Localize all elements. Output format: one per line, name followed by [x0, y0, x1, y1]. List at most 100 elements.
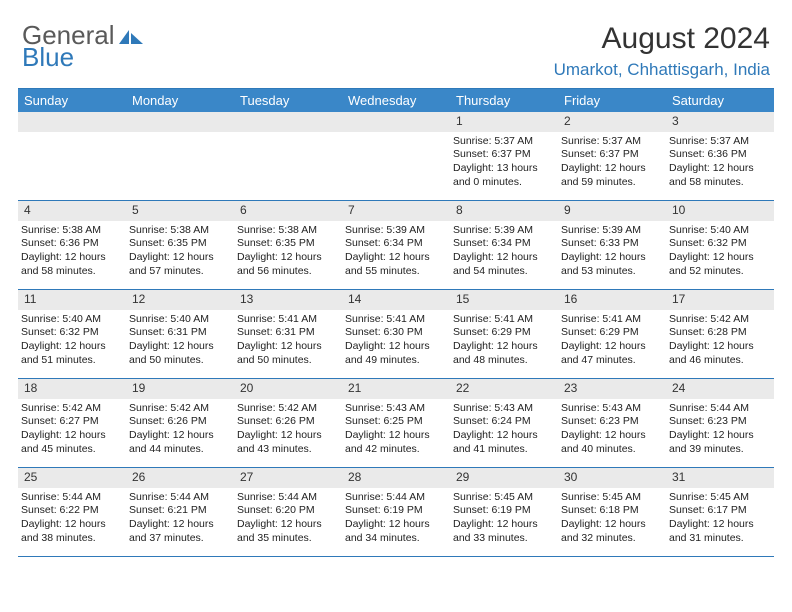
day-details: Sunrise: 5:42 AMSunset: 6:27 PMDaylight:…	[21, 402, 123, 457]
day-number: 1	[450, 112, 558, 132]
sunrise-line: Sunrise: 5:38 AM	[237, 224, 339, 238]
day-details: Sunrise: 5:41 AMSunset: 6:29 PMDaylight:…	[453, 313, 555, 368]
day-number: 31	[666, 468, 774, 488]
day-details: Sunrise: 5:45 AMSunset: 6:17 PMDaylight:…	[669, 491, 771, 546]
sunset-line: Sunset: 6:35 PM	[129, 237, 231, 251]
week-row: 25Sunrise: 5:44 AMSunset: 6:22 PMDayligh…	[18, 468, 774, 557]
day-number: 15	[450, 290, 558, 310]
sunset-line: Sunset: 6:34 PM	[345, 237, 447, 251]
daylight-line: Daylight: 12 hours and 51 minutes.	[21, 340, 123, 367]
week-row: 4 Sunrise: 5:38 AMSunset: 6:36 PMDaylight…	[18, 201, 774, 290]
sunrise-line: Sunrise: 5:39 AM	[345, 224, 447, 238]
sunset-line: Sunset: 6:21 PM	[129, 504, 231, 518]
day-cell: 11 Sunrise: 5:40 AMSunset: 6:32 PMDayligh…	[18, 290, 126, 378]
day-details: Sunrise: 5:38 AMSunset: 6:36 PMDaylight:…	[21, 224, 123, 279]
daylight-line: Daylight: 12 hours and 52 minutes.	[669, 251, 771, 278]
day-details: Sunrise: 5:40 AMSunset: 6:32 PMDaylight:…	[21, 313, 123, 368]
sunset-line: Sunset: 6:22 PM	[21, 504, 123, 518]
week-row: 1Sunrise: 5:37 AMSunset: 6:37 PMDaylight…	[18, 112, 774, 201]
day-number: 6	[234, 201, 342, 221]
sunrise-line: Sunrise: 5:41 AM	[561, 313, 663, 327]
sunrise-line: Sunrise: 5:41 AM	[453, 313, 555, 327]
day-number: 11	[18, 290, 126, 310]
sunrise-line: Sunrise: 5:41 AM	[237, 313, 339, 327]
daylight-line: Daylight: 12 hours and 48 minutes.	[453, 340, 555, 367]
day-details: Sunrise: 5:40 AMSunset: 6:31 PMDaylight:…	[129, 313, 231, 368]
sunrise-line: Sunrise: 5:40 AM	[669, 224, 771, 238]
day-cell: 27Sunrise: 5:44 AMSunset: 6:20 PMDayligh…	[234, 468, 342, 556]
sunset-line: Sunset: 6:28 PM	[669, 326, 771, 340]
daylight-line: Daylight: 12 hours and 49 minutes.	[345, 340, 447, 367]
day-details: Sunrise: 5:44 AMSunset: 6:23 PMDaylight:…	[669, 402, 771, 457]
day-details: Sunrise: 5:42 AMSunset: 6:26 PMDaylight:…	[129, 402, 231, 457]
day-cell: 31 Sunrise: 5:45 AMSunset: 6:17 PMDayligh…	[666, 468, 774, 556]
day-details: Sunrise: 5:45 AMSunset: 6:19 PMDaylight:…	[453, 491, 555, 546]
day-cell: 20Sunrise: 5:42 AMSunset: 6:26 PMDayligh…	[234, 379, 342, 467]
daylight-line: Daylight: 12 hours and 37 minutes.	[129, 518, 231, 545]
day-number: 18	[18, 379, 126, 399]
daylight-line: Daylight: 12 hours and 58 minutes.	[669, 162, 771, 189]
day-number: 13	[234, 290, 342, 310]
day-cell: 13 Sunrise: 5:41 AMSunset: 6:31 PMDayligh…	[234, 290, 342, 378]
daylight-line: Daylight: 12 hours and 33 minutes.	[453, 518, 555, 545]
sunrise-line: Sunrise: 5:44 AM	[21, 491, 123, 505]
sunset-line: Sunset: 6:36 PM	[669, 148, 771, 162]
day-number: 2	[558, 112, 666, 132]
sunset-line: Sunset: 6:35 PM	[237, 237, 339, 251]
day-cell: 12Sunrise: 5:40 AMSunset: 6:31 PMDayligh…	[126, 290, 234, 378]
sunrise-line: Sunrise: 5:45 AM	[669, 491, 771, 505]
daylight-line: Daylight: 13 hours and 0 minutes.	[453, 162, 555, 189]
sunset-line: Sunset: 6:37 PM	[561, 148, 663, 162]
empty-day-bar	[342, 112, 450, 132]
day-cell: 18 Sunrise: 5:42 AMSunset: 6:27 PMDayligh…	[18, 379, 126, 467]
empty-day-bar	[234, 112, 342, 132]
weekday-header: Tuesday	[234, 89, 342, 112]
daylight-line: Daylight: 12 hours and 35 minutes.	[237, 518, 339, 545]
weekday-header: Wednesday	[342, 89, 450, 112]
daylight-line: Daylight: 12 hours and 58 minutes.	[21, 251, 123, 278]
day-number: 19	[126, 379, 234, 399]
weekday-header-row: SundayMondayTuesdayWednesdayThursdayFrid…	[18, 89, 774, 112]
day-number: 22	[450, 379, 558, 399]
day-number: 8	[450, 201, 558, 221]
empty-day-bar	[18, 112, 126, 132]
page-header: GeneralBlue August 2024 Umarkot, Chhatti…	[0, 0, 792, 88]
day-details: Sunrise: 5:43 AMSunset: 6:25 PMDaylight:…	[345, 402, 447, 457]
daylight-line: Daylight: 12 hours and 40 minutes.	[561, 429, 663, 456]
daylight-line: Daylight: 12 hours and 50 minutes.	[237, 340, 339, 367]
sunset-line: Sunset: 6:19 PM	[453, 504, 555, 518]
sunset-line: Sunset: 6:19 PM	[345, 504, 447, 518]
sunset-line: Sunset: 6:18 PM	[561, 504, 663, 518]
day-cell: 8Sunrise: 5:39 AMSunset: 6:34 PMDaylight…	[450, 201, 558, 289]
day-details: Sunrise: 5:39 AMSunset: 6:34 PMDaylight:…	[345, 224, 447, 279]
day-cell: 24Sunrise: 5:44 AMSunset: 6:23 PMDayligh…	[666, 379, 774, 467]
day-number: 9	[558, 201, 666, 221]
week-row: 18 Sunrise: 5:42 AMSunset: 6:27 PMDayligh…	[18, 379, 774, 468]
day-number: 10	[666, 201, 774, 221]
day-cell: 29Sunrise: 5:45 AMSunset: 6:19 PMDayligh…	[450, 468, 558, 556]
sunset-line: Sunset: 6:25 PM	[345, 415, 447, 429]
daylight-line: Daylight: 12 hours and 53 minutes.	[561, 251, 663, 278]
sunset-line: Sunset: 6:26 PM	[237, 415, 339, 429]
day-cell: 14Sunrise: 5:41 AMSunset: 6:30 PMDayligh…	[342, 290, 450, 378]
daylight-line: Daylight: 12 hours and 32 minutes.	[561, 518, 663, 545]
day-details: Sunrise: 5:37 AMSunset: 6:37 PMDaylight:…	[561, 135, 663, 190]
day-cell: 5Sunrise: 5:38 AMSunset: 6:35 PMDaylight…	[126, 201, 234, 289]
sunset-line: Sunset: 6:29 PM	[453, 326, 555, 340]
sunrise-line: Sunrise: 5:45 AM	[561, 491, 663, 505]
weekday-header: Monday	[126, 89, 234, 112]
sunset-line: Sunset: 6:26 PM	[129, 415, 231, 429]
day-cell: 22Sunrise: 5:43 AMSunset: 6:24 PMDayligh…	[450, 379, 558, 467]
day-number: 26	[126, 468, 234, 488]
day-cell: 30Sunrise: 5:45 AMSunset: 6:18 PMDayligh…	[558, 468, 666, 556]
day-number: 4	[18, 201, 126, 221]
sunset-line: Sunset: 6:29 PM	[561, 326, 663, 340]
empty-day-bar	[126, 112, 234, 132]
day-details: Sunrise: 5:41 AMSunset: 6:31 PMDaylight:…	[237, 313, 339, 368]
sunset-line: Sunset: 6:24 PM	[453, 415, 555, 429]
daylight-line: Daylight: 12 hours and 43 minutes.	[237, 429, 339, 456]
logo-sail-icon	[117, 20, 145, 50]
sunrise-line: Sunrise: 5:39 AM	[561, 224, 663, 238]
day-details: Sunrise: 5:38 AMSunset: 6:35 PMDaylight:…	[129, 224, 231, 279]
calendar-grid: SundayMondayTuesdayWednesdayThursdayFrid…	[18, 88, 774, 557]
